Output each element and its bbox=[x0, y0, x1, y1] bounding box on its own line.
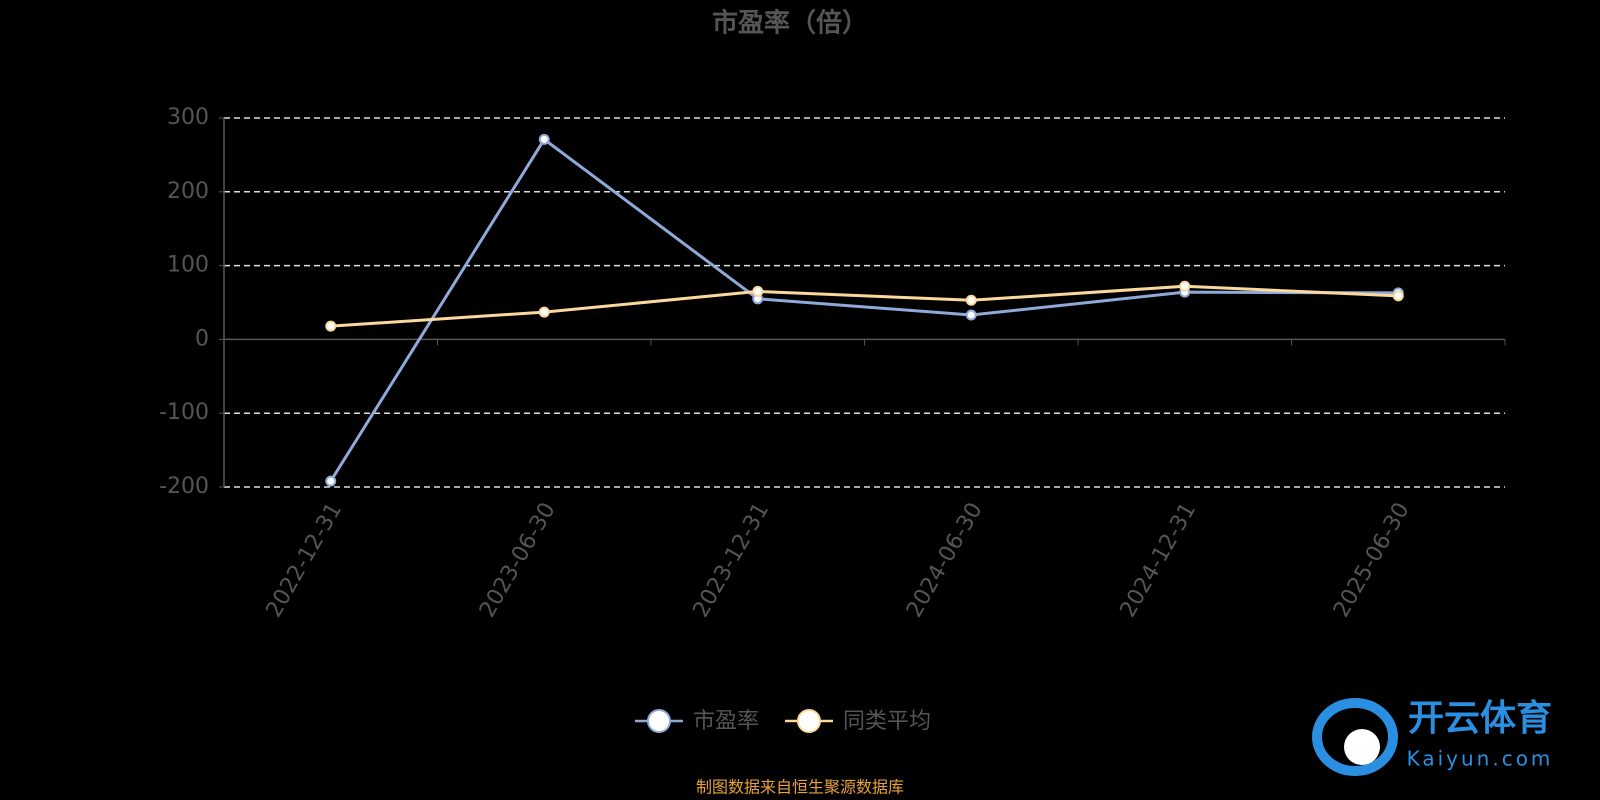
legend-marker bbox=[647, 709, 671, 733]
watermark-logo bbox=[1312, 698, 1398, 776]
legend-label: 市盈率 bbox=[693, 709, 759, 734]
series-line bbox=[329, 137, 1399, 482]
point bbox=[752, 285, 764, 297]
point bbox=[538, 306, 550, 318]
y-tick-label: 300 bbox=[167, 105, 209, 130]
point bbox=[325, 320, 337, 332]
watermark: 开云体育 Kaiyun.com bbox=[1312, 698, 1554, 776]
y-tick-label: 100 bbox=[167, 253, 209, 278]
watermark-name: 开云体育 bbox=[1408, 698, 1552, 739]
point bbox=[538, 133, 550, 145]
y-tick-label: -100 bbox=[159, 400, 209, 425]
point bbox=[965, 309, 977, 321]
point bbox=[1179, 280, 1191, 292]
point bbox=[965, 294, 977, 306]
y-tick-label: -200 bbox=[159, 474, 209, 499]
legend-marker bbox=[797, 709, 821, 733]
watermark-ball bbox=[1344, 729, 1380, 765]
watermark-site: Kaiyun.com bbox=[1407, 747, 1554, 771]
y-tick-label: 200 bbox=[167, 179, 209, 204]
y-tick-label: 0 bbox=[195, 326, 209, 351]
legend-label: 同类平均 bbox=[843, 709, 931, 734]
source-note: 制图数据来自恒生聚源数据库 bbox=[696, 778, 904, 797]
chart-title: 市盈率（倍） bbox=[712, 8, 868, 39]
point bbox=[325, 475, 337, 487]
series-line bbox=[330, 284, 1399, 328]
point bbox=[1392, 290, 1404, 302]
